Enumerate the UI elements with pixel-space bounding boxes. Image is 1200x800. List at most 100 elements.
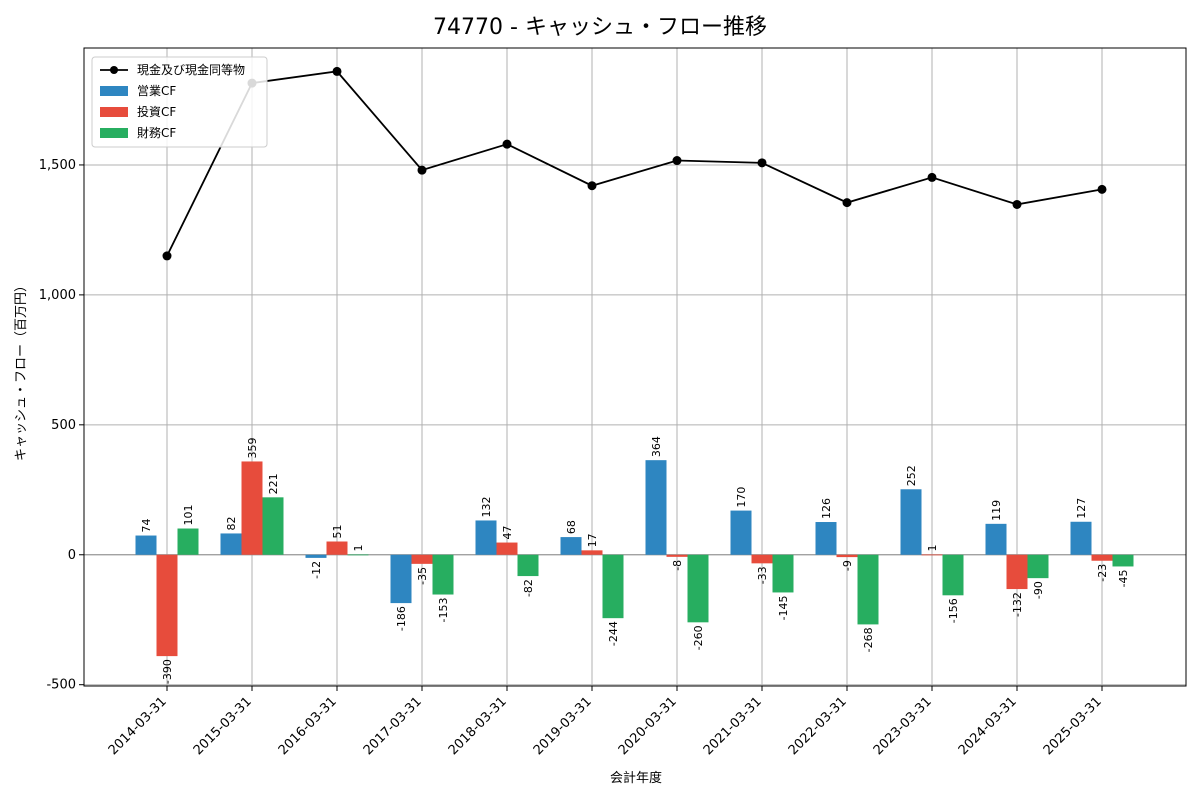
x-tick-label: 2015-03-31 [191, 694, 255, 758]
bar-value-label: -12 [310, 561, 323, 579]
x-tick-label: 2023-03-31 [871, 694, 935, 758]
bar-value-label: -244 [607, 621, 620, 646]
bar-2 [496, 542, 518, 555]
bar-3 [1112, 554, 1134, 567]
bar-2 [751, 554, 773, 564]
x-tick-label: 2020-03-31 [616, 694, 680, 758]
bar-2 [836, 554, 858, 558]
x-tick-label: 2014-03-31 [106, 694, 170, 758]
y-tick-label: 0 [68, 548, 76, 563]
bar-1 [390, 554, 412, 604]
cash-balance-point [417, 165, 427, 175]
bar-3 [1027, 554, 1049, 579]
cash-balance-point [1012, 199, 1022, 209]
legend-bar-swatch [100, 86, 128, 96]
bar-1 [220, 533, 242, 555]
bar-3 [262, 497, 284, 555]
bar-3 [177, 528, 199, 555]
y-axis-title: キャッシュ・フロー（百万円） [14, 279, 29, 461]
bar-2 [241, 461, 263, 555]
x-tick-label: 2022-03-31 [786, 694, 850, 758]
bar-value-label: -156 [947, 598, 960, 623]
bar-2 [156, 554, 178, 657]
cash-balance-point [1097, 184, 1107, 194]
legend-label: 財務CF [137, 125, 176, 140]
line-layer [162, 66, 1107, 261]
bar-2 [666, 554, 688, 557]
cash-balance-point [672, 156, 682, 166]
plot-frame [83, 47, 1187, 687]
cash-balance-point [842, 198, 852, 208]
x-tick-label: 2021-03-31 [701, 694, 765, 758]
bar-value-label: -390 [161, 659, 174, 684]
bar-2 [411, 554, 433, 564]
bar-value-label: 82 [225, 516, 238, 530]
cash-balance-line [166, 70, 1103, 257]
bar-1 [730, 510, 752, 555]
bar-1 [135, 535, 157, 555]
legend-label: 投資CF [137, 104, 176, 119]
legend-label: 営業CF [137, 84, 176, 98]
cash-balance-point [587, 181, 597, 191]
legend-box [91, 56, 268, 148]
bar-3 [602, 554, 624, 619]
y-tick-label: 500 [51, 418, 76, 433]
y-tick-label: 1,000 [39, 288, 76, 303]
bar-layer [135, 460, 1134, 657]
y-tick-label: 1,500 [39, 158, 76, 173]
bar-value-label: 170 [735, 487, 748, 508]
bar-value-label: 364 [650, 436, 663, 457]
x-tick-label: 2019-03-31 [531, 694, 595, 758]
bar-value-label: 1 [926, 545, 939, 552]
x-tick-label: 2025-03-31 [1041, 694, 1105, 758]
x-tick-label: 2018-03-31 [446, 694, 510, 758]
cash-balance-point [757, 158, 767, 168]
bar-value-label: 126 [820, 498, 833, 519]
bar-value-label: 252 [905, 465, 918, 486]
bar-value-label: 132 [480, 496, 493, 517]
x-tick-label: 2016-03-31 [276, 694, 340, 758]
bar-1 [475, 520, 497, 555]
bar-value-label: 1 [352, 545, 365, 552]
bar-1 [815, 522, 837, 555]
x-tick-label: 2024-03-31 [956, 694, 1020, 758]
bar-value-label: 17 [586, 533, 599, 547]
legend-bar-swatch [100, 107, 128, 117]
bar-value-label: 68 [565, 520, 578, 534]
bar-value-label: -260 [692, 625, 705, 650]
bar-1 [645, 460, 667, 555]
grid [84, 48, 1186, 686]
bar-1 [1070, 521, 1092, 555]
bar-2 [326, 541, 348, 555]
cash-balance-point [162, 251, 172, 261]
bar-value-label: -90 [1032, 581, 1045, 599]
cash-balance-point [927, 172, 937, 182]
bar-value-label: 119 [990, 500, 1003, 521]
bar-value-label: -8 [671, 560, 684, 571]
bar-3 [432, 554, 454, 595]
bar-value-label: 127 [1075, 498, 1088, 519]
bar-value-label: 47 [501, 526, 514, 540]
x-tick-label: 2017-03-31 [361, 694, 425, 758]
bar-value-label: -9 [841, 560, 854, 571]
legend-label: 現金及び現金同等物 [137, 62, 245, 77]
cash-balance-point [332, 66, 342, 76]
axes: -500 0 500 1,000 1,500 2014-03-31 2015-03-31 20… [39, 47, 1187, 758]
legend-bar-swatch [100, 128, 128, 138]
bar-2 [581, 550, 603, 555]
chart-title: 74770 - キャッシュ・フロー推移 [433, 15, 767, 40]
bar-1 [900, 489, 922, 555]
bar-value-label: -268 [862, 627, 875, 652]
bar-3 [772, 554, 794, 593]
bar-1 [305, 554, 327, 558]
bar-value-label: 74 [140, 519, 153, 533]
bar-2 [921, 554, 943, 556]
bar-3 [347, 554, 369, 556]
bar-1 [985, 523, 1007, 555]
bar-value-label: -132 [1011, 592, 1024, 617]
bar-value-label: 51 [331, 525, 344, 539]
bar-3 [942, 554, 964, 596]
bar-2 [1006, 554, 1028, 590]
